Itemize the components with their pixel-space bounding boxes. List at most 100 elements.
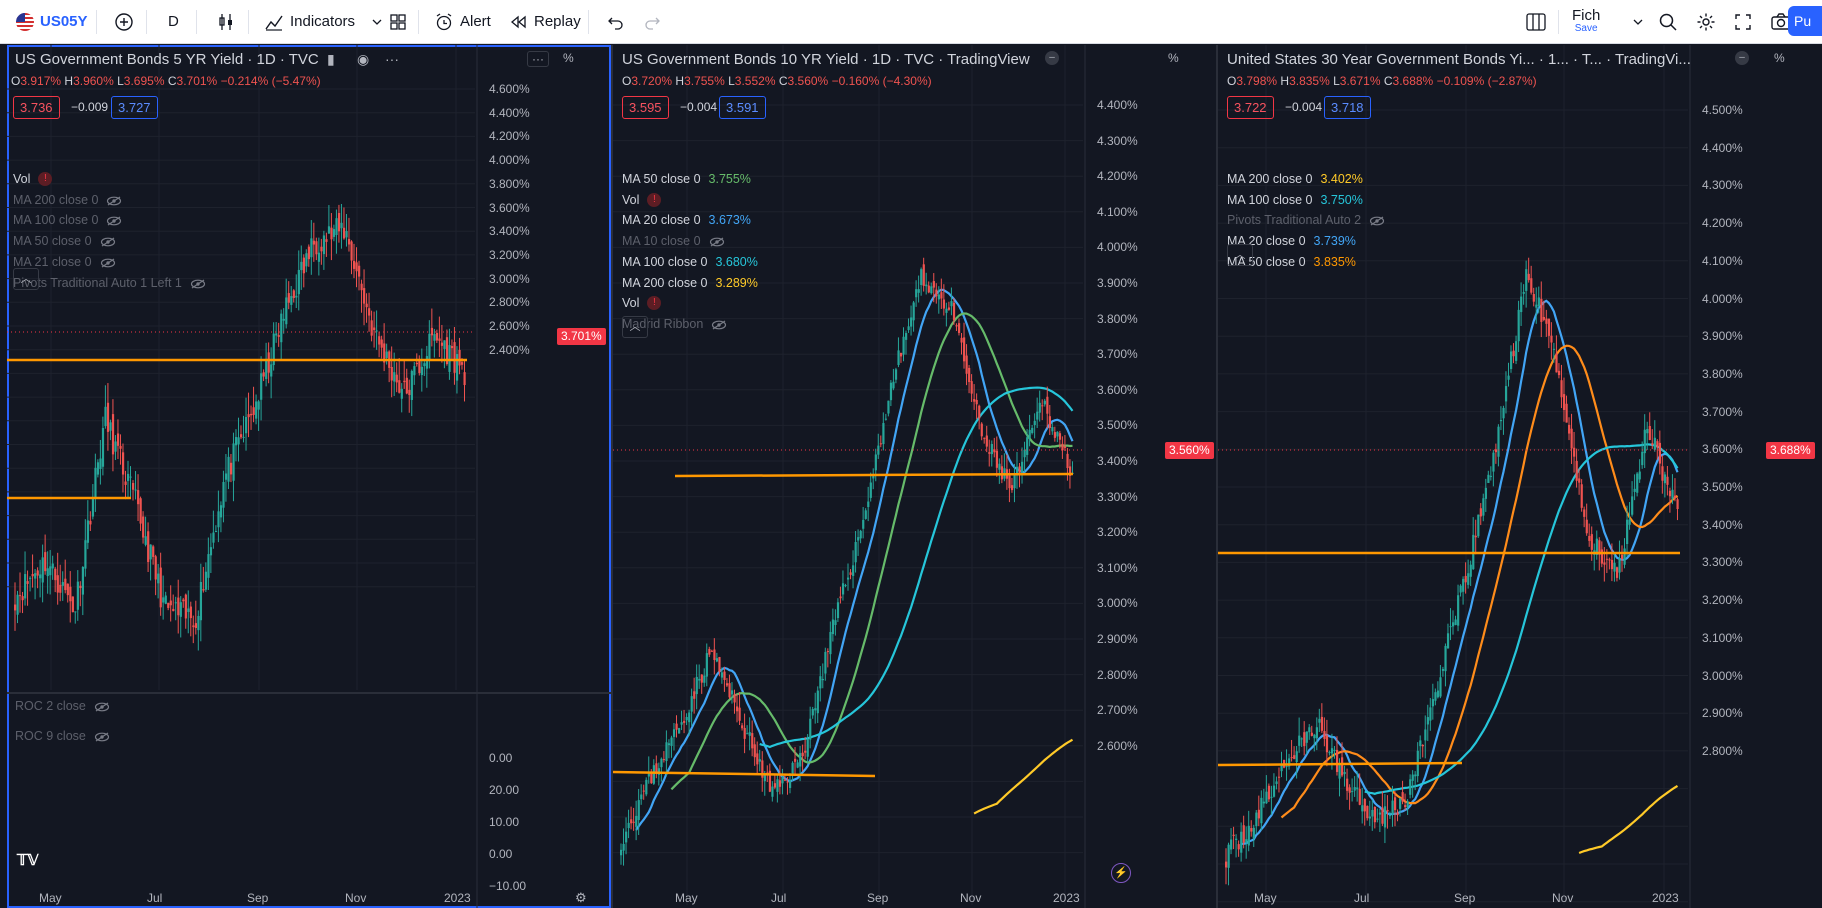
minus-icon[interactable]: – <box>1735 51 1749 65</box>
indicator-label: MA 200 close 0 <box>13 192 99 207</box>
candle-body <box>809 718 812 740</box>
indicator-row[interactable]: MA 10 close 0 <box>622 234 725 248</box>
indicator-row[interactable]: Pivots Traditional Auto 1 Left 1 <box>13 276 206 290</box>
search-button[interactable] <box>1648 0 1688 43</box>
buy-price-box[interactable]: 3.591 <box>719 96 766 119</box>
indicator-row[interactable]: MA 200 close 0 3.402% <box>1227 172 1363 186</box>
eye-hidden-icon[interactable] <box>106 215 122 226</box>
eye-hidden-icon[interactable] <box>709 236 725 247</box>
indicator-row[interactable]: Vol! <box>622 192 662 207</box>
indicator-row[interactable]: MA 100 close 0 <box>13 213 122 227</box>
warning-icon[interactable]: ! <box>647 192 662 207</box>
collapse-legend-button[interactable]: ︿ <box>1227 244 1253 266</box>
buy-price-box[interactable]: 3.727 <box>111 96 158 119</box>
indicator-row[interactable]: Vol! <box>622 296 662 311</box>
layout-name-button[interactable]: Fich Save <box>1562 0 1654 43</box>
warning-icon[interactable]: ! <box>38 172 53 186</box>
eye-hidden-icon[interactable] <box>100 257 116 268</box>
publish-button[interactable]: Pu <box>1788 6 1822 36</box>
candle-body <box>1452 622 1455 627</box>
candle-body <box>1631 496 1634 515</box>
alert-button[interactable]: Alert <box>424 0 501 43</box>
chart-pane-10yr[interactable]: US Government Bonds 10 YR Yield · 1D · T… <box>613 45 1216 908</box>
collapse-legend-button[interactable]: ︿ <box>622 316 648 338</box>
indicators-label: Indicators <box>290 13 356 30</box>
replay-label: Replay <box>534 13 581 30</box>
indicator-row[interactable]: MA 50 close 0 3.755% <box>622 172 751 186</box>
price-plot-10yr[interactable] <box>613 45 1216 908</box>
sell-price-box[interactable]: 3.736 <box>13 96 60 119</box>
indicator-row[interactable]: Madrid Ribbon <box>622 317 727 331</box>
candle-body <box>295 295 298 298</box>
chevron-down-icon[interactable] <box>371 16 383 28</box>
templates-button[interactable] <box>378 0 418 43</box>
price-axis-label: 3.500% <box>1097 418 1138 433</box>
eye-hidden-icon[interactable] <box>106 195 122 206</box>
sell-price-box[interactable]: 3.595 <box>622 96 669 119</box>
eye-hidden-icon[interactable] <box>190 278 206 288</box>
us-flag-icon <box>16 12 34 31</box>
chevron-down-icon[interactable] <box>1632 16 1644 28</box>
indicators-button[interactable]: Indicators <box>254 0 393 43</box>
minus-icon[interactable]: – <box>1045 51 1059 65</box>
candle-body <box>86 520 90 543</box>
interval-label: D <box>168 13 179 30</box>
candle-body <box>428 333 431 360</box>
candle-body <box>363 288 366 304</box>
candle-body <box>81 566 84 595</box>
tradingview-logo-icon[interactable]: 𝕋𝕍 <box>17 852 39 869</box>
candle-body <box>1358 788 1361 805</box>
collapse-legend-button[interactable]: ︿ <box>13 268 39 290</box>
sell-price-box[interactable]: 3.722 <box>1227 96 1274 119</box>
eye-hidden-icon[interactable] <box>94 701 110 712</box>
indicator-row[interactable]: MA 50 close 0 <box>13 234 116 248</box>
eye-hidden-icon[interactable] <box>94 731 110 742</box>
chart-pane-30yr[interactable]: United States 30 Year Government Bonds Y… <box>1218 45 1822 908</box>
candle-body <box>408 389 411 396</box>
indicator-row[interactable]: MA 200 close 0 <box>13 193 122 207</box>
eye-hidden-icon[interactable] <box>100 236 116 247</box>
candle-body <box>1041 405 1044 407</box>
candle-body <box>353 260 356 269</box>
settings-button[interactable] <box>1686 0 1726 43</box>
pane-divider[interactable] <box>1216 45 1218 908</box>
indicator-row[interactable]: MA 100 close 0 3.680% <box>622 255 758 269</box>
indicator-row[interactable]: MA 21 close 0 <box>13 255 116 269</box>
redo-button[interactable] <box>634 0 672 43</box>
compare-symbol-button[interactable] <box>104 0 144 43</box>
replay-button[interactable]: Replay <box>498 0 591 43</box>
undo-button[interactable] <box>596 0 634 43</box>
price-plot-5yr[interactable] <box>7 45 611 908</box>
more-dots-icon[interactable]: ··· <box>385 51 399 67</box>
lightning-icon[interactable]: ⚡ <box>1111 863 1131 883</box>
settings-gear-icon[interactable]: ⚙ <box>575 890 587 905</box>
chart-style-icon[interactable]: ▮ <box>327 51 335 67</box>
candle-body <box>1401 792 1404 802</box>
indicator-row[interactable]: MA 200 close 0 3.289% <box>622 276 758 290</box>
eye-hidden-icon[interactable] <box>711 319 727 330</box>
candle-body <box>773 783 777 788</box>
symbol-search-button[interactable]: US05Y <box>6 0 98 43</box>
price-plot-30yr[interactable] <box>1218 45 1822 908</box>
candle-body <box>398 380 401 393</box>
chart-type-button[interactable] <box>206 0 246 43</box>
chart-pane-5yr[interactable]: US Government Bonds 5 YR Yield · 1D · TV… <box>7 45 611 908</box>
candle-body <box>1406 801 1409 808</box>
indicator-row[interactable]: MA 20 close 0 3.673% <box>622 213 751 227</box>
fullscreen-button[interactable] <box>1724 0 1762 43</box>
pane-menu-dots-icon[interactable]: ··· <box>527 51 549 67</box>
eye-hidden-icon[interactable] <box>1369 215 1385 226</box>
candle-body <box>1227 844 1230 868</box>
indicator-row[interactable]: Vol! <box>13 172 53 186</box>
indicator-row[interactable]: MA 100 close 0 3.750% <box>1227 193 1363 207</box>
candle-body <box>879 443 882 445</box>
indicator-row[interactable]: Pivots Traditional Auto 2 <box>1227 213 1385 227</box>
candle-body <box>257 401 260 410</box>
warning-icon[interactable]: ! <box>647 296 662 311</box>
eye-icon[interactable]: ◉ <box>357 51 370 67</box>
redo-icon <box>645 17 660 30</box>
layout-select-button[interactable] <box>1515 0 1557 43</box>
interval-button[interactable]: D <box>158 0 189 43</box>
buy-price-box[interactable]: 3.718 <box>1324 96 1371 119</box>
pane-divider[interactable] <box>611 45 613 908</box>
